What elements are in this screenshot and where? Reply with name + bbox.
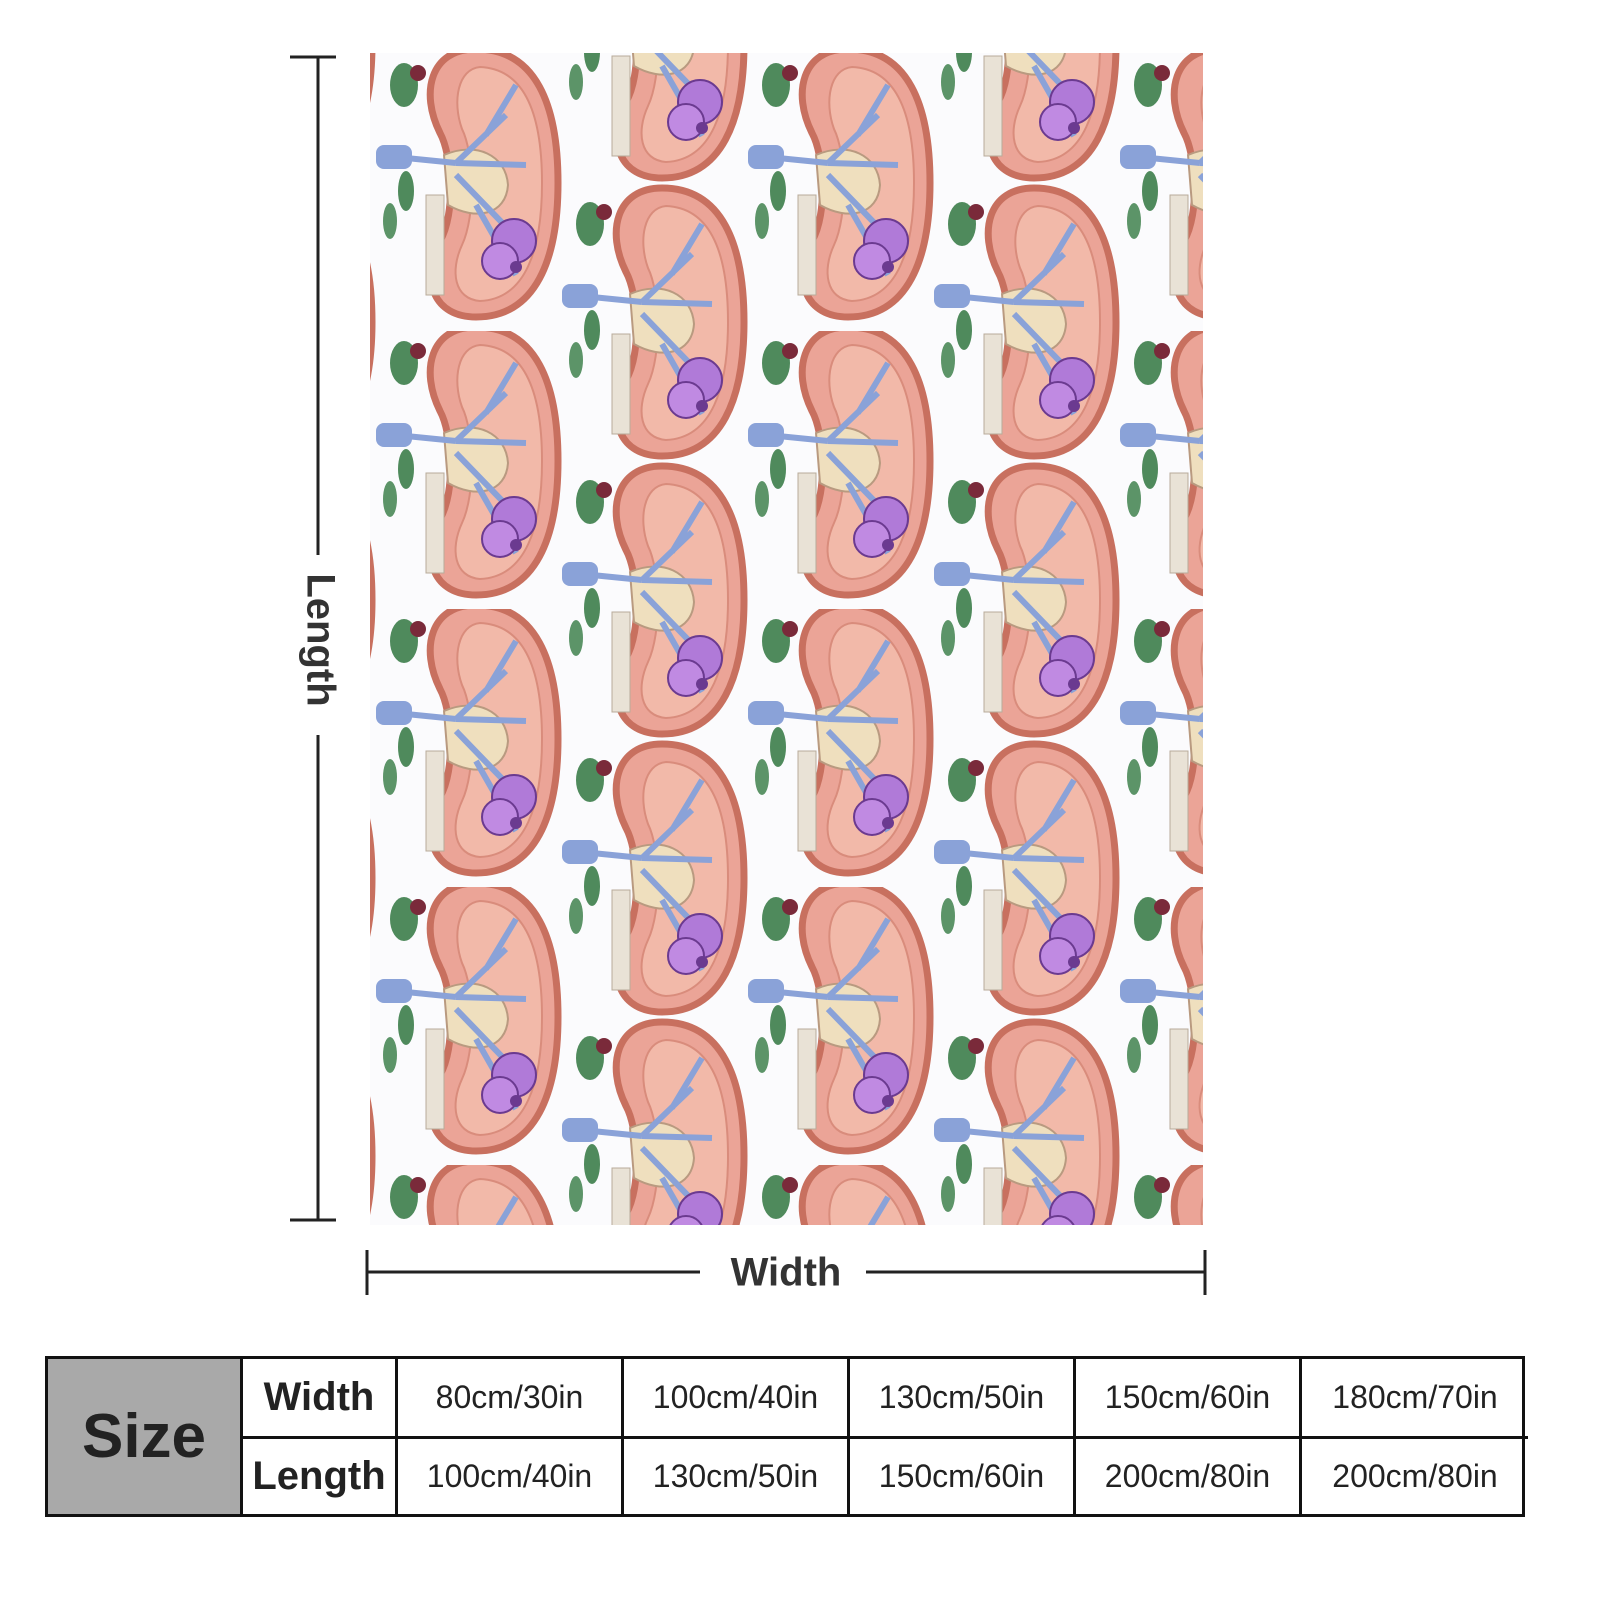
size-header: Size bbox=[48, 1359, 243, 1514]
size-value: 200cm/80in bbox=[1332, 1458, 1498, 1494]
size-value: 100cm/40in bbox=[398, 1439, 624, 1514]
size-value: 200cm/80in bbox=[1076, 1439, 1302, 1514]
size-value: 180cm/70in bbox=[1302, 1359, 1528, 1439]
product-scene: Length Width bbox=[290, 53, 1207, 1295]
width-dimension bbox=[365, 1250, 1207, 1295]
size-table: Size Width 80cm/30in 100cm/40in 130cm/50in 15… bbox=[45, 1356, 1528, 1517]
row-label: Width bbox=[243, 1359, 398, 1439]
row-label: Length bbox=[243, 1439, 398, 1514]
size-value: 130cm/50in bbox=[850, 1359, 1076, 1439]
size-value: 150cm/60in bbox=[1076, 1359, 1302, 1439]
size-value: 130cm/50in bbox=[624, 1439, 850, 1514]
size-value: 100cm/40in bbox=[624, 1359, 850, 1439]
size-value: 80cm/30in bbox=[398, 1359, 624, 1439]
length-dimension bbox=[290, 55, 336, 1222]
width-label: Width bbox=[731, 1251, 842, 1295]
length-label: Length bbox=[298, 573, 342, 706]
blanket-pattern bbox=[370, 53, 1203, 1225]
size-value: 150cm/60in bbox=[850, 1439, 1076, 1514]
